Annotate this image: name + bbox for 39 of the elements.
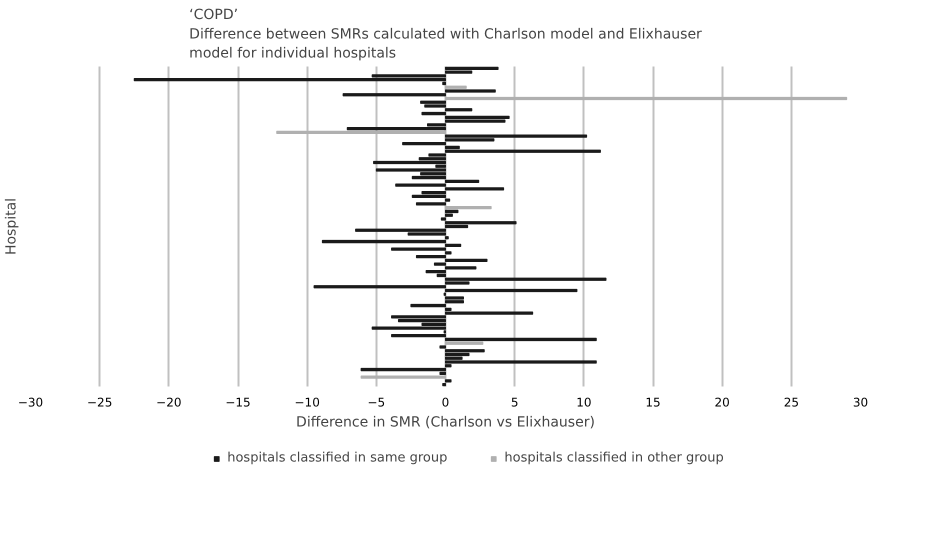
legend-label: hospitals classified in other group: [504, 450, 724, 466]
bar: [445, 96, 848, 100]
x-tick-label: 25: [784, 396, 799, 410]
bar: [445, 86, 467, 89]
bar: [276, 130, 446, 134]
y-axis-title: Hospital: [4, 198, 20, 256]
bar: [445, 379, 452, 382]
x-tick-label: 15: [645, 396, 661, 410]
bar: [445, 210, 458, 214]
bar: [445, 206, 492, 210]
bar: [346, 126, 446, 130]
x-tick-label: 5: [510, 396, 518, 410]
bar: [445, 134, 588, 138]
bar: [445, 296, 464, 300]
bar: [445, 342, 484, 345]
x-tick-label: 30: [852, 396, 868, 410]
chart-title: ‘COPD’ Difference between SMRs calculated with Charlson model and Elixhauser model for individual hospitals: [189, 7, 702, 62]
bar: [376, 168, 446, 172]
bar: [412, 194, 446, 198]
x-tick-label: 0: [442, 396, 450, 410]
bar: [372, 326, 446, 330]
bar: [134, 78, 446, 82]
x-tick-label: 10: [576, 396, 592, 410]
bar: [373, 160, 446, 164]
bar: [445, 221, 517, 224]
x-axis-title: Difference in SMR (Charlson vs Elixhauser): [296, 414, 595, 430]
x-tick-label: 20: [714, 396, 730, 410]
x-tick-label: −25: [87, 396, 112, 410]
x-tick-label: −10: [294, 396, 320, 410]
x-tick-label: −30: [18, 396, 44, 410]
bar: [445, 360, 597, 364]
legend-label: hospitals classified in same group: [227, 450, 448, 466]
x-tick-label: −5: [367, 396, 386, 410]
x-tick-label: −20: [156, 396, 182, 410]
bar: [416, 202, 446, 206]
bar: [445, 66, 499, 70]
x-tick-label: −15: [225, 396, 251, 410]
bar: [360, 375, 446, 379]
bar: [420, 100, 446, 104]
